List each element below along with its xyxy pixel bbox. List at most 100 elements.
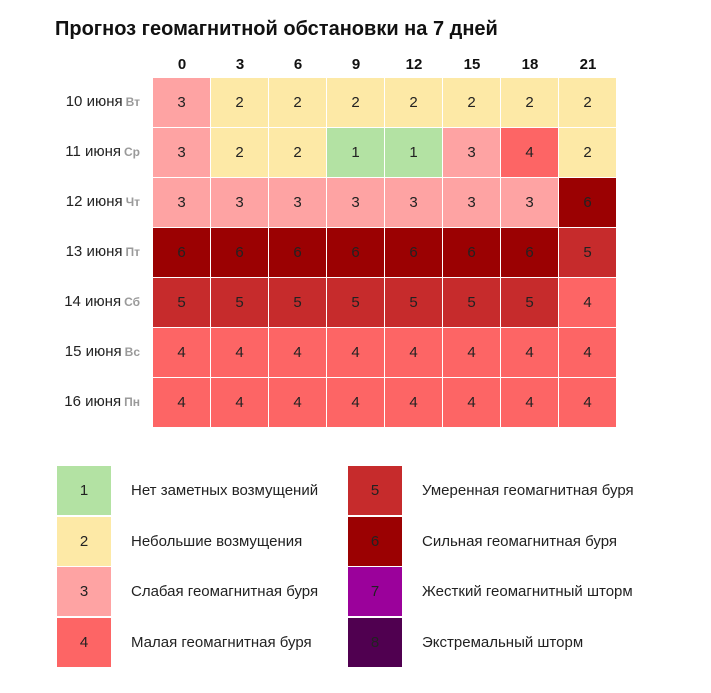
chart-title: Прогноз геомагнитной обстановки на 7 дне… [55,18,498,40]
heatmap-cell: 4 [559,278,617,328]
heatmap-cell: 4 [501,378,559,428]
day-label: 12 июня Чт [8,193,140,210]
day-weekday: Пн [124,395,140,409]
legend-swatch: 5 [348,466,402,515]
heatmap-cell: 3 [385,178,443,228]
day-label: 11 июня Ср [8,143,140,160]
legend-swatch: 2 [57,516,111,566]
day-label: 10 июня Вт [8,93,140,110]
legend-swatch: 8 [348,617,402,667]
legend-label: Небольшие возмущения [131,532,303,550]
heatmap-cell: 6 [559,178,617,228]
heatmap-cell: 5 [385,278,443,328]
heatmap-cell: 4 [327,378,385,428]
heatmap-cell: 3 [153,78,211,128]
heatmap-cell: 2 [327,78,385,128]
day-label: 15 июня Вс [8,343,140,360]
day-weekday: Пт [125,245,140,259]
heatmap-cell: 2 [211,78,269,128]
day-date: 15 июня [64,343,122,360]
heatmap-cell: 1 [327,128,385,178]
heatmap-cell: 4 [443,328,501,378]
hour-label: 9 [351,56,361,73]
day-date: 12 июня [65,193,123,210]
heatmap-cell: 5 [327,278,385,328]
heatmap-cell: 4 [211,328,269,378]
legend-label: Слабая геомагнитная буря [131,583,319,600]
hour-label: 15 [463,56,481,73]
heatmap-cell: 2 [385,78,443,128]
heatmap-cell: 4 [385,378,443,428]
heatmap-cell: 4 [443,378,501,428]
hour-label: 0 [177,56,187,73]
heatmap-cell: 3 [443,178,501,228]
heatmap-cell: 3 [501,178,559,228]
day-weekday: Ср [124,145,140,159]
hour-label: 3 [235,56,245,73]
heatmap-cell: 3 [153,128,211,178]
heatmap-cell: 2 [269,128,327,178]
heatmap-cell: 3 [211,178,269,228]
legend-label: Нет заметных возмущений [131,482,319,499]
legend-label: Экстремальный шторм [422,633,584,651]
heatmap-cell: 2 [559,128,617,178]
heatmap-cell: 6 [269,228,327,278]
heatmap-cell: 1 [385,128,443,178]
heatmap-cell: 5 [443,278,501,328]
legend-swatch: 7 [348,567,402,616]
heatmap-cell: 6 [443,228,501,278]
day-label: 16 июня Пн [8,393,140,410]
heatmap-cell: 2 [211,128,269,178]
heatmap-cell: 4 [211,378,269,428]
day-label: 14 июня Сб [8,293,140,310]
day-date: 11 июня [65,143,121,160]
heatmap-cell: 5 [211,278,269,328]
heatmap-cell: 2 [559,78,617,128]
day-label: 13 июня Пт [8,243,140,260]
heatmap-cell: 4 [153,378,211,428]
heatmap-cell: 4 [385,328,443,378]
heatmap-cell: 3 [269,178,327,228]
legend-label: Малая геомагнитная буря [131,633,312,651]
hour-label: 21 [579,56,597,73]
legend-label: Жесткий геомагнитный шторм [422,583,633,600]
heatmap-cell: 3 [153,178,211,228]
heatmap-cell: 4 [501,328,559,378]
heatmap-cell: 6 [153,228,211,278]
legend-swatch: 4 [57,617,111,667]
day-date: 10 июня [65,93,123,110]
hour-label: 18 [521,56,539,73]
heatmap-cell: 6 [501,228,559,278]
day-date: 13 июня [65,243,123,260]
heatmap-cell: 5 [153,278,211,328]
heatmap-cell: 4 [501,128,559,178]
day-weekday: Сб [124,295,140,309]
heatmap-cell: 4 [559,328,617,378]
heatmap-cell: 4 [269,328,327,378]
heatmap-cell: 4 [559,378,617,428]
heatmap-cell: 3 [327,178,385,228]
legend-swatch: 3 [57,567,111,616]
heatmap-cell: 2 [501,78,559,128]
heatmap-cell: 5 [269,278,327,328]
hour-label: 12 [405,56,423,73]
day-date: 16 июня [64,393,122,410]
heatmap-cell: 2 [443,78,501,128]
day-weekday: Чт [125,195,140,209]
heatmap-cell: 6 [211,228,269,278]
heatmap-cell: 5 [559,228,617,278]
day-weekday: Вт [125,95,140,109]
heatmap-cell: 4 [153,328,211,378]
heatmap-cell: 6 [385,228,443,278]
legend-swatch: 6 [348,516,402,566]
heatmap-cell: 5 [501,278,559,328]
day-weekday: Вс [124,345,140,359]
legend-label: Сильная геомагнитная буря [422,532,617,550]
hour-label: 6 [293,56,303,73]
day-date: 14 июня [64,293,122,310]
legend-swatch: 1 [57,466,111,515]
heatmap-cell: 3 [443,128,501,178]
heatmap-cell: 2 [269,78,327,128]
legend-label: Умеренная геомагнитная буря [422,482,634,499]
heatmap-cell: 4 [327,328,385,378]
